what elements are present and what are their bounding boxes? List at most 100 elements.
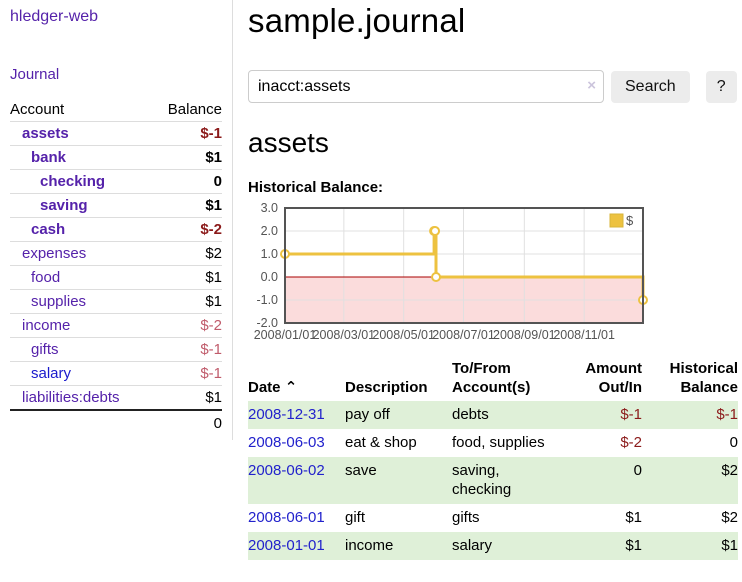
chart-xtick-label: 2008/09/01 [493,328,556,342]
register-description: save [345,462,377,479]
account-row: bank $1 [10,145,222,170]
account-balance: $1 [151,289,222,314]
register-description: eat & shop [345,434,417,451]
nav-journal-link[interactable]: Journal [10,66,60,83]
chart-xtick-label: 2008/05/01 [372,328,435,342]
sidebar-account-assets[interactable]: assets [22,125,69,142]
account-row: liabilities:debts $1 [10,385,222,410]
chart-legend-label: $ [626,213,634,228]
register-row: 2008-06-01 gift gifts $1 $2 [248,504,738,532]
register-header-date-sort[interactable]: Date ⌃ [248,379,298,396]
search-form: × Search ? [248,70,742,103]
register-header-balance: Historical Balance [669,360,738,396]
chart-border [284,207,644,324]
register-amount: 0 [633,462,642,479]
search-input[interactable] [248,70,604,103]
account-balance: $-2 [151,217,222,242]
chart-ytick-label: 3.0 [261,201,278,215]
sidebar-account-food[interactable]: food [31,269,61,286]
account-balance: $-2 [151,313,222,338]
register-date-link[interactable]: 2008-06-03 [248,434,325,451]
chart-ytick-label: 2.0 [261,224,278,238]
chart-ytick-label: -1.0 [256,293,278,307]
account-row: saving $1 [10,193,222,218]
sidebar-account-expenses[interactable]: expenses [22,245,87,262]
account-balance: $1 [151,385,222,410]
account-row: expenses $2 [10,241,222,266]
register-description: pay off [345,406,390,423]
chart-legend-swatch [609,213,624,228]
register-amount: $1 [625,509,642,526]
sidebar-account-supplies[interactable]: supplies [31,293,87,310]
account-row: cash $-2 [10,217,222,242]
sidebar-account-saving[interactable]: saving [40,197,88,214]
sidebar: hledger-web Journal Account Balance asse… [0,0,233,440]
sidebar-account-income[interactable]: income [22,317,71,334]
chart-ytick-label: 1.0 [261,247,278,261]
account-row: assets $-1 [10,121,222,146]
register-row: 2008-12-31 pay off debts $-1 $-1 [248,401,738,429]
chart-label: Historical Balance: [248,179,384,196]
page-title: sample.journal [248,2,466,39]
app-brand-link[interactable]: hledger-web [10,8,99,25]
register-row: 2008-06-03 eat & shop food, supplies $-2 0 [248,429,738,457]
chart-xtick-label: 2008/03/01 [313,328,376,342]
register-accounts: food, supplies [452,434,545,451]
register-accounts: debts [452,406,489,423]
chart-ytick-label: 0.0 [261,270,278,284]
register-amount: $-2 [620,434,642,451]
register-header-row: Date ⌃ Description To/From Account(s) Am… [248,356,738,401]
sidebar-account-bank[interactable]: bank [31,149,67,166]
register-row: 2008-01-01 income salary $1 $1 [248,532,738,560]
account-row: income $-2 [10,313,222,338]
account-heading: assets [248,127,329,158]
chart-xtick-label: 2008/07/01 [432,328,495,342]
account-balance: $-1 [151,121,222,146]
register-header-description: Description [345,379,428,396]
account-balance: $1 [151,193,222,218]
account-balance: $2 [151,241,222,266]
sidebar-account-checking[interactable]: checking [40,173,106,190]
register-amount: $1 [625,537,642,554]
register-balance: 0 [729,434,738,451]
account-balance: $1 [151,265,222,290]
register-date-link[interactable]: 2008-12-31 [248,406,325,423]
accounts-header-account: Account [10,101,65,118]
register-accounts: gifts [452,509,480,526]
chart-data-point [430,226,441,236]
register-balance: $1 [721,537,738,554]
sidebar-accounts-table: Account Balance assets $-1 bank $1 checking 0… [10,99,222,436]
register-balance: $2 [721,509,738,526]
sidebar-account-salary[interactable]: salary [31,365,72,382]
account-balance: $-1 [151,361,222,386]
register-header-amount: Amount Out/In [585,360,642,396]
register-table: Date ⌃ Description To/From Account(s) Am… [248,356,738,560]
main-panel: sample.journal × Search ? assets Histori… [248,0,742,560]
clear-search-icon[interactable]: × [587,77,596,94]
account-row: salary $-1 [10,361,222,386]
account-row: checking 0 [10,169,222,194]
register-date-link[interactable]: 2008-06-02 [248,462,325,479]
register-accounts: salary [452,537,493,554]
sort-ascending-icon: ⌃ [284,379,298,396]
register-date-link[interactable]: 2008-01-01 [248,537,325,554]
account-balance: 0 [151,169,222,194]
register-description: gift [345,509,366,526]
chart-xtick-label: 2008/01/01 [254,328,317,342]
account-row: supplies $1 [10,289,222,314]
register-balance: $-1 [716,406,738,423]
sidebar-account-cash[interactable]: cash [31,221,66,238]
register-date-link[interactable]: 2008-06-01 [248,509,325,526]
account-balance: $1 [151,145,222,170]
register-row: 2008-06-02 save saving, checking 0 $2 [248,457,738,504]
sidebar-account-liabilities-debts[interactable]: liabilities:debts [22,389,120,406]
accounts-total-value: 0 [151,409,222,436]
help-button[interactable]: ? [705,70,737,103]
chart-data-point [431,272,442,282]
sidebar-account-gifts[interactable]: gifts [31,341,59,358]
search-button[interactable]: Search [611,70,690,103]
register-header-accounts: To/From Account(s) [452,360,531,396]
register-accounts: saving, checking [452,462,512,498]
accounts-header-balance: Balance [167,101,222,118]
register-amount: $-1 [620,406,642,423]
